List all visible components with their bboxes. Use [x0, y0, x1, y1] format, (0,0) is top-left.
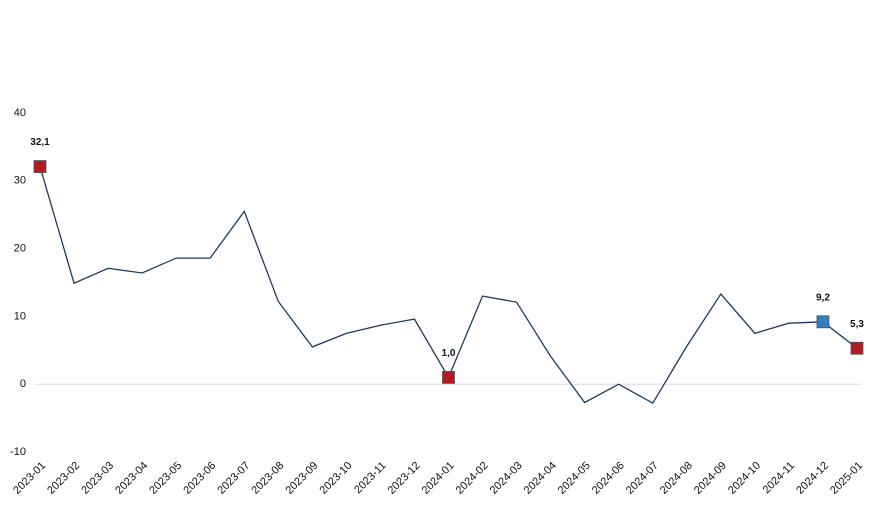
y-tick-label: 40 — [14, 107, 26, 119]
x-tick-label: 2023-05 — [147, 460, 184, 497]
x-tick-label: 2024-08 — [658, 460, 695, 497]
y-tick-label: 10 — [14, 310, 26, 322]
x-tick-label: 2023-06 — [181, 460, 218, 497]
y-tick-label: 0 — [20, 378, 26, 390]
x-tick-label: 2023-02 — [45, 460, 82, 497]
marker — [816, 315, 830, 329]
x-tick-label: 2023-10 — [318, 460, 355, 497]
x-tick-label: 2024-07 — [624, 460, 661, 497]
x-tick-label: 2023-03 — [79, 460, 116, 497]
x-tick-label: 2024-12 — [794, 460, 831, 497]
x-tick-label: 2025-01 — [828, 460, 865, 497]
x-tick-label: 2023-04 — [113, 460, 150, 497]
x-tick-label: 2023-01 — [11, 460, 48, 497]
x-tick-label: 2024-03 — [488, 460, 525, 497]
marker — [442, 371, 455, 384]
x-tick-label: 2024-01 — [420, 460, 457, 497]
x-tick-label: 2023-11 — [352, 460, 388, 496]
y-tick-label: 20 — [14, 243, 26, 255]
x-tick-label: 2024-11 — [761, 460, 797, 496]
y-tick-label: 30 — [14, 175, 26, 187]
value-label: 32,1 — [30, 137, 50, 148]
marker — [33, 160, 47, 173]
x-tick-label: 2024-04 — [522, 460, 559, 497]
x-tick-label: 2024-02 — [454, 460, 491, 497]
x-tick-label: 2023-09 — [283, 460, 320, 497]
x-tick-label: 2024-09 — [692, 460, 729, 497]
x-tick-label: 2023-12 — [386, 460, 423, 497]
x-tick-label: 2024-05 — [556, 460, 593, 497]
marker — [850, 341, 864, 355]
y-tick-label: -10 — [10, 446, 26, 458]
x-tick-label: 2023-07 — [215, 460, 252, 497]
value-label: 1,0 — [442, 348, 456, 359]
line — [39, 166, 858, 405]
x-tick-label: 2023-08 — [249, 460, 286, 497]
value-label: 9,2 — [816, 292, 830, 303]
value-label: 5,3 — [850, 319, 864, 330]
x-tick-label: 2024-06 — [590, 460, 627, 497]
x-tick-label: 2024-10 — [726, 460, 763, 497]
